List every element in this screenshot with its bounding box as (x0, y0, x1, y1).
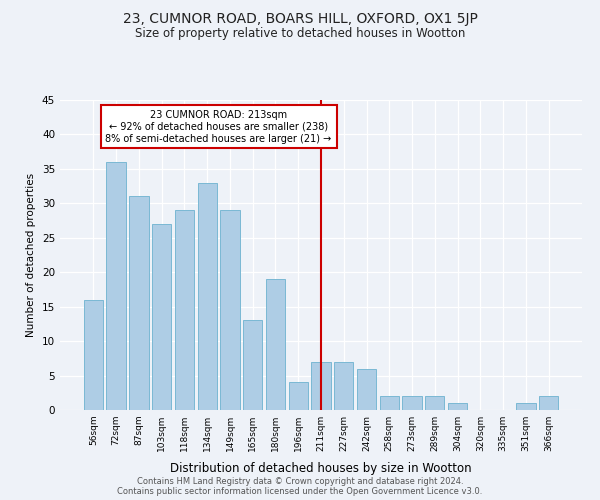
Bar (403, 396, 422, 410)
Bar (334, 362, 353, 410)
Text: Size of property relative to detached houses in Wootton: Size of property relative to detached ho… (135, 28, 465, 40)
Bar (84, 300, 103, 410)
Bar (220, 210, 239, 410)
Bar (357, 368, 376, 410)
Bar (539, 396, 558, 410)
Bar (516, 403, 536, 410)
Y-axis label: Number of detached properties: Number of detached properties (26, 173, 37, 337)
Bar (289, 382, 308, 410)
Bar (380, 396, 399, 410)
Bar (311, 362, 331, 410)
Bar (266, 279, 285, 410)
Bar (448, 403, 467, 410)
Text: 23, CUMNOR ROAD, BOARS HILL, OXFORD, OX1 5JP: 23, CUMNOR ROAD, BOARS HILL, OXFORD, OX1… (122, 12, 478, 26)
Bar (425, 396, 445, 410)
Bar (106, 162, 126, 410)
Text: Contains public sector information licensed under the Open Government Licence v3: Contains public sector information licen… (118, 487, 482, 496)
Bar (129, 196, 149, 410)
X-axis label: Distribution of detached houses by size in Wootton: Distribution of detached houses by size … (170, 462, 472, 475)
Bar (175, 210, 194, 410)
Bar (243, 320, 262, 410)
Bar (152, 224, 172, 410)
Text: Contains HM Land Registry data © Crown copyright and database right 2024.: Contains HM Land Registry data © Crown c… (137, 477, 463, 486)
Text: 23 CUMNOR ROAD: 213sqm
← 92% of detached houses are smaller (238)
8% of semi-det: 23 CUMNOR ROAD: 213sqm ← 92% of detached… (106, 110, 332, 144)
Bar (197, 182, 217, 410)
